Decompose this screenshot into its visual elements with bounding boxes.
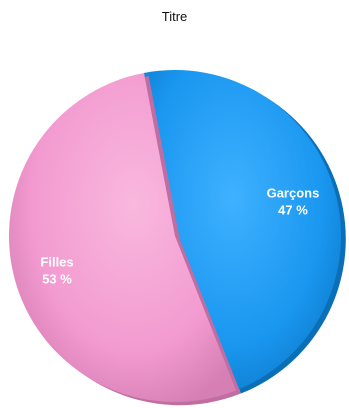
slice-label-filles: Filles 53 % bbox=[40, 254, 73, 286]
slice-label-garons: Garçons 47 % bbox=[267, 186, 320, 218]
pie-slice-filles bbox=[8, 72, 237, 403]
chart-title: Titre bbox=[161, 9, 188, 24]
pie-slice-garons bbox=[143, 70, 341, 391]
